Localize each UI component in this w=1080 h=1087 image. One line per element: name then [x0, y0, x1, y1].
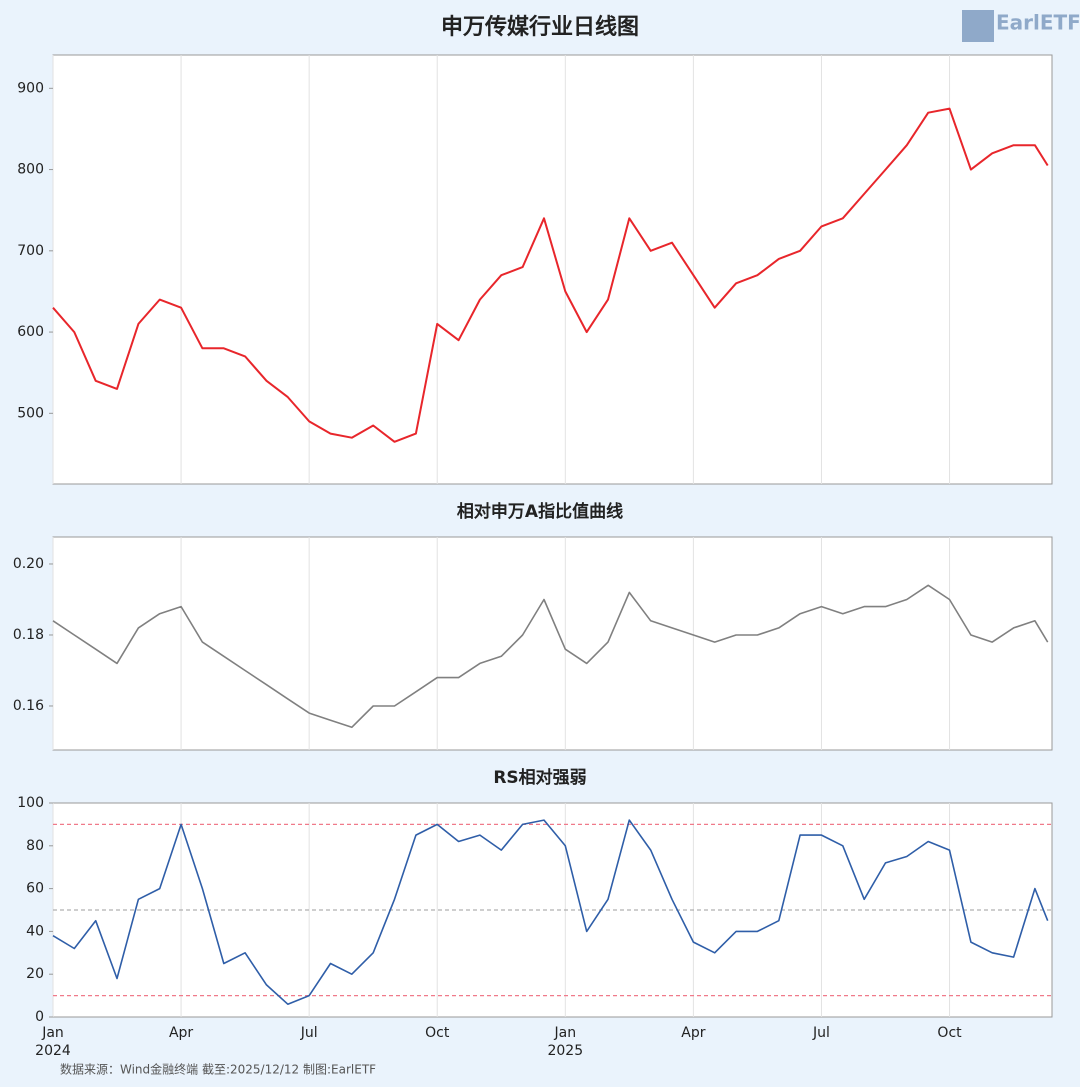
y-tick-label: 700 — [17, 243, 44, 259]
series-line — [52, 819, 1049, 1005]
y-tick-label: 900 — [17, 80, 44, 96]
x-tick-year: 2024 — [35, 1043, 71, 1059]
x-tick-label: Apr — [169, 1025, 193, 1041]
plot-area — [52, 54, 1053, 485]
y-tick-label: 100 — [17, 795, 44, 811]
y-tick-label: 40 — [26, 923, 44, 939]
y-tick-label: 0.18 — [13, 627, 44, 643]
x-tick-label: Jan — [41, 1025, 64, 1041]
x-tick-label: Oct — [937, 1025, 962, 1041]
y-tick-label: 0 — [35, 1009, 44, 1025]
x-tick-label: Jan — [554, 1025, 577, 1041]
plot-area — [52, 536, 1053, 751]
chart-title: 申万传媒行业日线图 — [441, 14, 639, 40]
x-tick-label: Oct — [425, 1025, 450, 1041]
y-tick-label: 600 — [17, 324, 44, 340]
logo-icon — [962, 10, 994, 42]
series-line — [52, 584, 1049, 729]
y-tick-label: 60 — [26, 881, 44, 897]
y-tick-label: 500 — [17, 405, 44, 421]
x-tick-label: Apr — [681, 1025, 705, 1041]
x-tick-label: Jul — [300, 1025, 318, 1041]
chart-title: RS相对强弱 — [493, 767, 586, 788]
y-tick-label: 20 — [26, 966, 44, 982]
logo: EarlETF — [996, 11, 1080, 35]
x-tick-label: Jul — [812, 1025, 830, 1041]
x-tick-year: 2025 — [547, 1043, 583, 1059]
chart-title: 相对申万A指比值曲线 — [457, 501, 623, 522]
y-tick-label: 80 — [26, 838, 44, 854]
y-tick-label: 0.16 — [13, 698, 44, 714]
y-tick-label: 0.20 — [13, 556, 44, 572]
y-tick-label: 800 — [17, 162, 44, 178]
series-line — [52, 107, 1049, 443]
source-note: 数据来源：Wind金融终端 截至:2025/12/12 制图:EarlETF — [60, 1062, 376, 1077]
